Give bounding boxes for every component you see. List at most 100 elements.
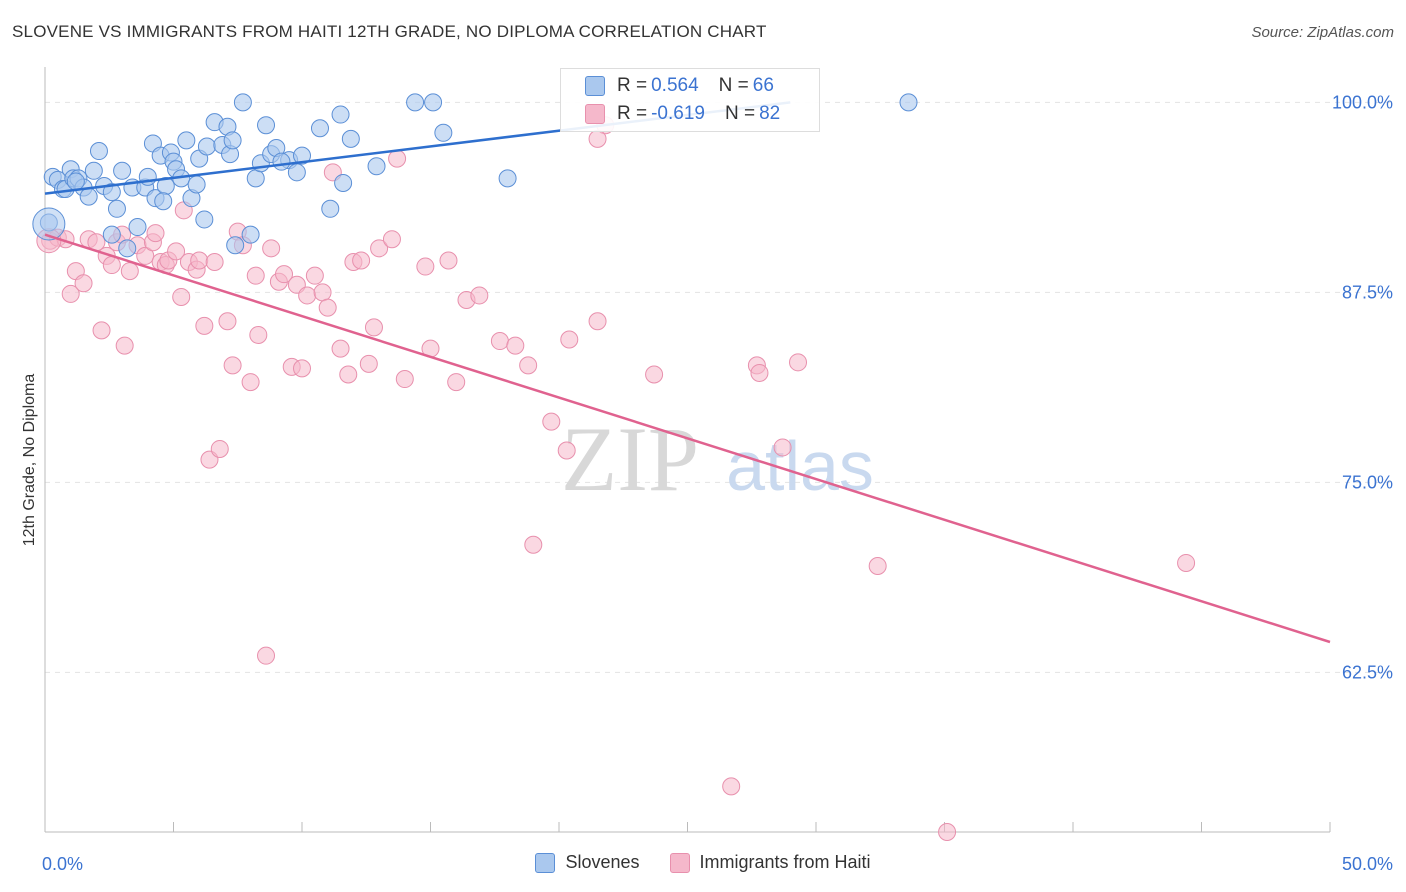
haiti-point xyxy=(249,325,268,344)
legend-n-label: N = xyxy=(724,103,756,124)
legend-item-haiti: Immigrants from Haiti xyxy=(669,852,871,873)
slovenes-point xyxy=(84,161,103,180)
haiti-point xyxy=(789,353,808,372)
watermark-atlas: atlas xyxy=(726,427,874,505)
haiti-point xyxy=(588,129,607,148)
slovenes-point xyxy=(66,172,85,191)
haiti-point xyxy=(195,316,214,335)
slovenes-point xyxy=(293,146,311,165)
haiti-point xyxy=(750,363,769,382)
legend-swatch-pink xyxy=(669,852,690,873)
series-haiti-points xyxy=(36,116,1196,841)
haiti-point xyxy=(146,224,165,243)
haiti-point xyxy=(645,365,664,384)
slovenes-point xyxy=(223,131,242,150)
slovenes-point xyxy=(187,175,206,194)
slovenes-point xyxy=(177,131,196,150)
haiti-point xyxy=(470,286,489,305)
haiti-point xyxy=(447,373,466,392)
haiti-point xyxy=(868,557,887,575)
legend-swatch-blue xyxy=(535,852,556,873)
correlation-legend: R = 0.564 N = 66 R = -0.619 N = 82 xyxy=(560,68,820,132)
haiti-point xyxy=(395,370,414,389)
haiti-point xyxy=(773,438,792,457)
haiti-point xyxy=(416,257,435,276)
slovenes-point xyxy=(367,157,386,176)
haiti-point xyxy=(167,242,186,261)
haiti-point xyxy=(205,253,224,271)
slovenes-point xyxy=(128,218,147,237)
haiti-point xyxy=(318,298,337,317)
haiti-point xyxy=(298,286,317,305)
y-tick-label: 75.0% xyxy=(1342,472,1393,492)
slovenes-point xyxy=(32,207,66,241)
haiti-point xyxy=(92,321,111,340)
slovenes-point xyxy=(434,123,453,142)
series-slovenes-points xyxy=(32,93,918,258)
haiti-point xyxy=(172,287,191,306)
haiti-point xyxy=(190,251,209,270)
haiti-point xyxy=(74,274,93,293)
haiti-point xyxy=(382,230,401,249)
slovenes-point xyxy=(89,142,108,161)
haiti-point xyxy=(364,318,383,337)
x-tick-label: 50.0% xyxy=(1342,854,1393,874)
haiti-point xyxy=(120,262,139,281)
slovenes-point xyxy=(113,161,132,180)
legend-r-value: 0.564 xyxy=(651,75,699,96)
slovenes-point xyxy=(287,163,306,182)
haiti-point xyxy=(339,365,358,384)
haiti-point xyxy=(218,312,237,331)
legend-swatch-pink xyxy=(585,104,605,124)
haiti-point xyxy=(1177,553,1196,572)
haiti-trend-line xyxy=(44,233,1331,644)
haiti-point xyxy=(722,777,741,796)
slovenes-point xyxy=(257,116,276,135)
legend-r-label: R = xyxy=(617,103,648,124)
watermark-zip: ZIP xyxy=(561,408,699,510)
slovenes-point xyxy=(197,137,216,156)
haiti-point xyxy=(257,646,276,665)
slovenes-point xyxy=(102,183,121,202)
legend-swatch-blue xyxy=(585,76,605,96)
haiti-point xyxy=(136,246,155,265)
slovenes-point xyxy=(154,192,173,211)
slovenes-point xyxy=(406,93,425,112)
haiti-point xyxy=(313,283,332,302)
slovenes-point xyxy=(424,93,443,112)
x-tick-label: 0.0% xyxy=(42,854,83,874)
haiti-point xyxy=(560,330,579,349)
axes xyxy=(44,67,1331,833)
slovenes-point xyxy=(341,129,360,148)
haiti-point xyxy=(557,441,576,460)
slovenes-point xyxy=(272,152,291,171)
haiti-point xyxy=(359,354,378,373)
haiti-point xyxy=(262,239,281,258)
haiti-point xyxy=(542,412,561,431)
legend-n-value: 66 xyxy=(752,75,774,96)
haiti-point xyxy=(115,336,134,355)
slovenes-point xyxy=(107,199,126,218)
slovenes-point xyxy=(246,169,265,188)
slovenes-point xyxy=(241,225,260,244)
haiti-point xyxy=(305,266,324,285)
slovenes-point xyxy=(321,199,340,218)
haiti-point xyxy=(331,339,350,358)
haiti-point xyxy=(524,535,543,554)
slovenes-point xyxy=(118,239,137,258)
y-tick-label: 62.5% xyxy=(1342,662,1393,682)
slovenes-point xyxy=(79,187,98,206)
slovenes-point xyxy=(226,236,245,255)
legend-label-slovenes: Slovenes xyxy=(565,852,640,872)
legend-item-slovenes: Slovenes xyxy=(535,852,640,873)
y-tick-label: 100.0% xyxy=(1332,92,1393,112)
tick-labels: 62.5% 75.0% 87.5% 100.0% 0.0% 50.0% xyxy=(42,92,1393,874)
slovenes-point xyxy=(102,225,121,244)
haiti-point xyxy=(439,251,458,270)
slovenes-point xyxy=(310,119,329,138)
watermark: ZIP atlas xyxy=(561,408,874,510)
haiti-point xyxy=(223,356,242,375)
legend-label-haiti: Immigrants from Haiti xyxy=(699,852,871,872)
haiti-point xyxy=(275,265,294,284)
